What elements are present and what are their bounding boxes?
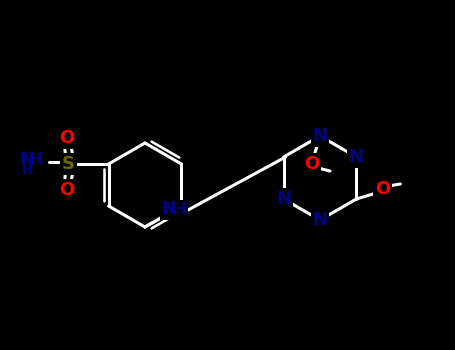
Text: N: N [313,127,328,145]
Text: H: H [29,153,42,168]
Text: N: N [313,211,328,229]
Text: O: O [304,155,319,173]
Text: S: S [62,155,75,173]
Text: O: O [375,180,390,198]
Text: O: O [59,181,74,199]
Text: N: N [276,190,291,208]
Text: N: N [349,148,364,166]
Text: H: H [174,202,187,217]
Text: N: N [162,200,177,218]
Text: O: O [59,129,74,147]
Text: N: N [19,151,34,169]
Text: H: H [21,163,32,176]
